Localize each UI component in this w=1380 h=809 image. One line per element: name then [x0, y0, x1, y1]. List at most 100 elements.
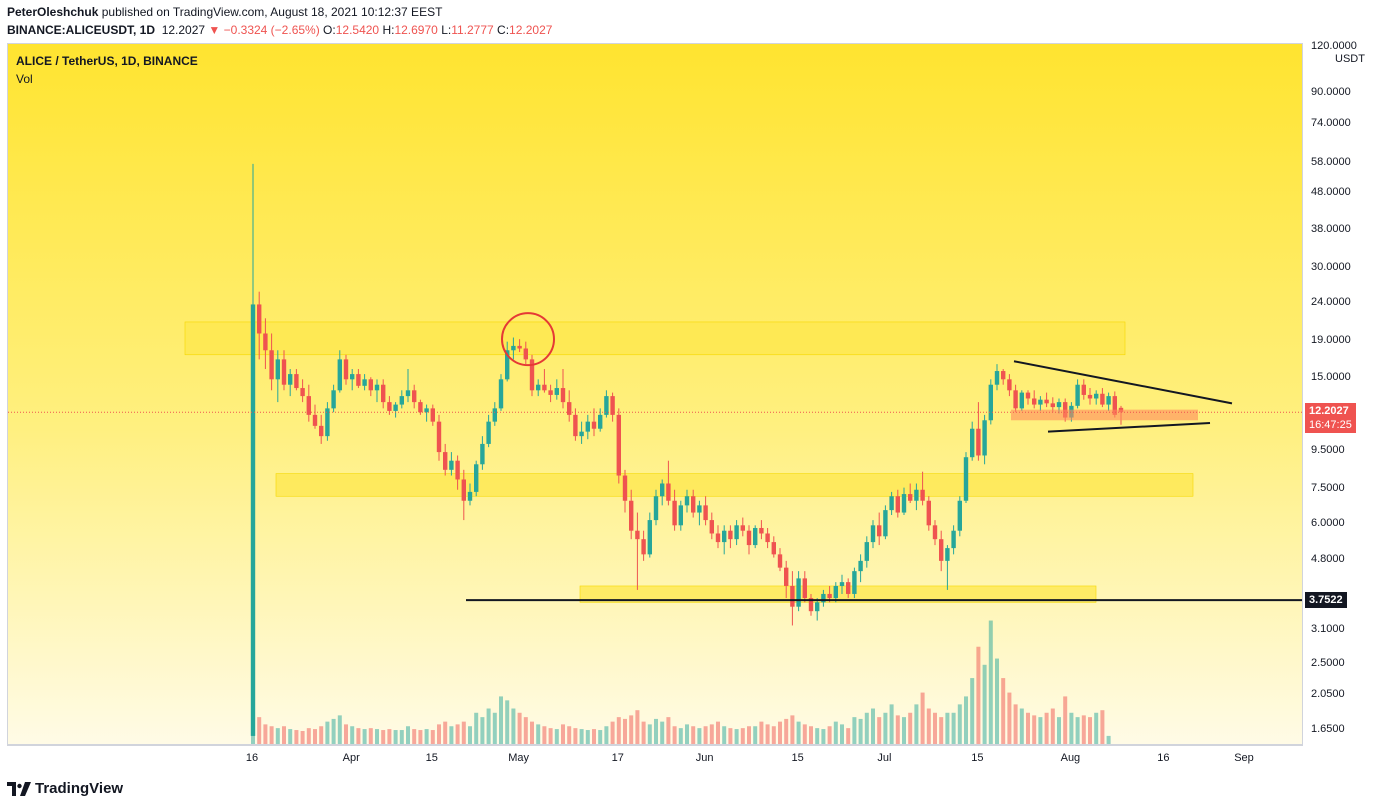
candle-body — [350, 374, 355, 380]
symbol-full: BINANCE:ALICEUSDT, 1D — [7, 23, 156, 37]
candle-body — [746, 530, 752, 546]
volume-bar — [778, 721, 782, 744]
candle-body — [827, 593, 832, 599]
volume-bar — [666, 717, 671, 744]
volume-bar — [616, 717, 621, 744]
volume-bar — [362, 729, 367, 744]
volume-bar — [499, 696, 503, 744]
candle-body — [945, 548, 950, 561]
volume-bar — [480, 717, 485, 744]
volume-bar — [840, 724, 844, 744]
volume-bar — [1100, 710, 1105, 744]
volume-bar — [1088, 717, 1092, 744]
candle-body — [976, 428, 981, 456]
candlestick-chart[interactable] — [8, 44, 1303, 745]
volume-bar — [864, 712, 869, 744]
candle-body — [1094, 393, 1099, 399]
time-tick-label: Aug — [1060, 752, 1081, 764]
candle-body — [598, 414, 603, 429]
candle-body — [784, 567, 789, 586]
volume-bar — [933, 712, 937, 744]
candle-body — [1038, 399, 1043, 405]
volume-bar — [430, 730, 435, 744]
volume-bar — [561, 724, 565, 744]
candle-body — [1025, 392, 1031, 399]
volume-bar — [455, 724, 460, 744]
candle-body — [275, 359, 280, 380]
candle-body — [511, 345, 516, 351]
volume-bar — [530, 721, 534, 744]
candle-body — [610, 396, 615, 415]
volume-bar — [393, 730, 398, 744]
candle-body — [877, 525, 882, 537]
volume-bar — [747, 726, 751, 744]
time-axis[interactable]: 16 Apr 15 May 17 Jun 15 Jul 15 Aug 16 Sep — [7, 745, 1303, 771]
candle-body — [486, 421, 491, 444]
price-tick-label: 48.0000 — [1311, 185, 1351, 198]
volume-bar — [647, 724, 652, 744]
candle-body — [939, 539, 944, 561]
candle-body — [982, 420, 987, 456]
volume-bar — [486, 708, 491, 744]
volume-bar — [1094, 712, 1099, 744]
volume-bar — [598, 730, 603, 744]
candle-body — [988, 384, 993, 421]
price-tick-label: 3.1000 — [1311, 622, 1345, 635]
price-tick-label: 1.6500 — [1311, 723, 1345, 735]
candle-body — [269, 350, 274, 380]
candle-body — [548, 390, 553, 395]
candle-body — [796, 578, 801, 607]
volume-bar — [1007, 692, 1012, 744]
candle-body — [1100, 393, 1105, 405]
volume-bar — [517, 712, 522, 744]
volume-bar — [1026, 712, 1030, 744]
price-axis[interactable]: USDT 120.0000 90.0000 74.0000 58.0000 48.0000… — [1303, 40, 1380, 745]
volume-bar — [511, 708, 516, 744]
volume-bar — [964, 696, 968, 744]
candle-body — [833, 585, 838, 599]
candle-body — [678, 505, 683, 526]
volume-bar — [523, 717, 528, 744]
price-tick-label: 58.0000 — [1311, 155, 1351, 168]
candle-body — [815, 602, 820, 612]
volume-bar — [387, 729, 392, 744]
candle-body — [802, 578, 807, 599]
volume-bar — [678, 728, 683, 744]
candle-body — [337, 359, 342, 391]
candle-body — [901, 494, 907, 513]
tradingview-footer[interactable]: TradingView — [7, 780, 123, 797]
volume-bar — [443, 721, 448, 744]
candle-body — [839, 582, 845, 586]
candle-body — [889, 496, 894, 511]
candle-body — [734, 525, 739, 540]
price-tick-label: 38.0000 — [1311, 223, 1351, 236]
published-text: published on TradingView.com, August 18,… — [101, 5, 443, 19]
volume-label[interactable]: Vol — [16, 72, 33, 86]
volume-bar — [437, 724, 441, 744]
author-name[interactable]: PeterOleshchuk — [7, 5, 99, 19]
candle-body — [331, 390, 336, 409]
volume-bar — [356, 728, 361, 744]
volume-bar — [635, 710, 640, 744]
volume-bar — [920, 692, 925, 744]
chart-title[interactable]: ALICE / TetherUS, 1D, BINANCE — [16, 54, 198, 68]
candle-body — [474, 464, 479, 492]
chart-plot-area[interactable]: ALICE / TetherUS, 1D, BINANCE Vol — [7, 43, 1303, 745]
candle-body — [399, 396, 404, 405]
candle-body — [424, 408, 429, 413]
volume-bar — [461, 721, 466, 744]
tradingview-logo-icon — [7, 781, 31, 796]
volume-bar — [1044, 712, 1049, 744]
volume-bar — [381, 730, 386, 744]
time-tick-label: Jul — [877, 752, 892, 764]
price-tick-label: 120.0000 — [1311, 40, 1357, 52]
price-tick-label: 30.0000 — [1311, 260, 1351, 273]
candle-body — [994, 371, 1000, 385]
volume-bar — [871, 708, 875, 744]
volume-bar — [344, 724, 348, 744]
price-tick-label: 7.5000 — [1311, 481, 1345, 494]
candle-body — [257, 304, 262, 334]
candle-body — [387, 402, 392, 411]
volume-bar — [1001, 678, 1006, 744]
price-tick-label: 74.0000 — [1311, 117, 1351, 130]
